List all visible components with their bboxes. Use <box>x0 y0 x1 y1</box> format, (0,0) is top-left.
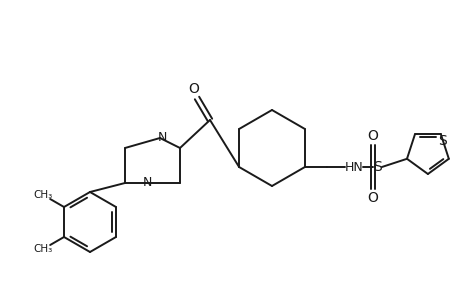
Text: N: N <box>157 130 166 143</box>
Text: N: N <box>142 176 151 188</box>
Text: HN: HN <box>344 160 363 173</box>
Text: S: S <box>373 160 381 174</box>
Text: S: S <box>437 134 446 148</box>
Text: CH₃: CH₃ <box>34 190 53 200</box>
Text: O: O <box>367 191 377 205</box>
Text: O: O <box>367 129 377 143</box>
Text: CH₃: CH₃ <box>34 244 53 254</box>
Text: O: O <box>188 82 199 96</box>
